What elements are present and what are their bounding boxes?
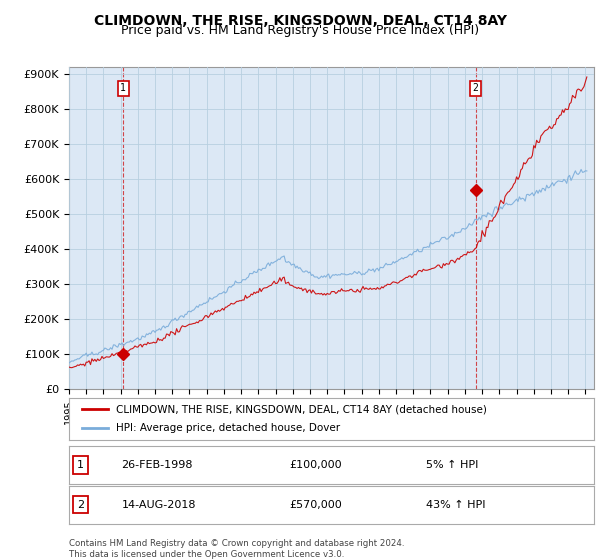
Text: 26-FEB-1998: 26-FEB-1998 [121,460,193,470]
Text: 43% ↑ HPI: 43% ↑ HPI [426,500,485,510]
Text: Price paid vs. HM Land Registry's House Price Index (HPI): Price paid vs. HM Land Registry's House … [121,24,479,37]
Text: £100,000: £100,000 [290,460,342,470]
Text: Contains HM Land Registry data © Crown copyright and database right 2024.
This d: Contains HM Land Registry data © Crown c… [69,539,404,559]
Text: CLIMDOWN, THE RISE, KINGSDOWN, DEAL, CT14 8AY (detached house): CLIMDOWN, THE RISE, KINGSDOWN, DEAL, CT1… [116,404,487,414]
Text: 5% ↑ HPI: 5% ↑ HPI [426,460,478,470]
Text: 1: 1 [77,460,84,470]
Text: £570,000: £570,000 [290,500,342,510]
Text: 2: 2 [77,500,84,510]
Text: CLIMDOWN, THE RISE, KINGSDOWN, DEAL, CT14 8AY: CLIMDOWN, THE RISE, KINGSDOWN, DEAL, CT1… [94,14,506,28]
Text: HPI: Average price, detached house, Dover: HPI: Average price, detached house, Dove… [116,423,340,433]
Text: 1: 1 [120,83,126,94]
Text: 2: 2 [473,83,479,94]
Text: 14-AUG-2018: 14-AUG-2018 [121,500,196,510]
